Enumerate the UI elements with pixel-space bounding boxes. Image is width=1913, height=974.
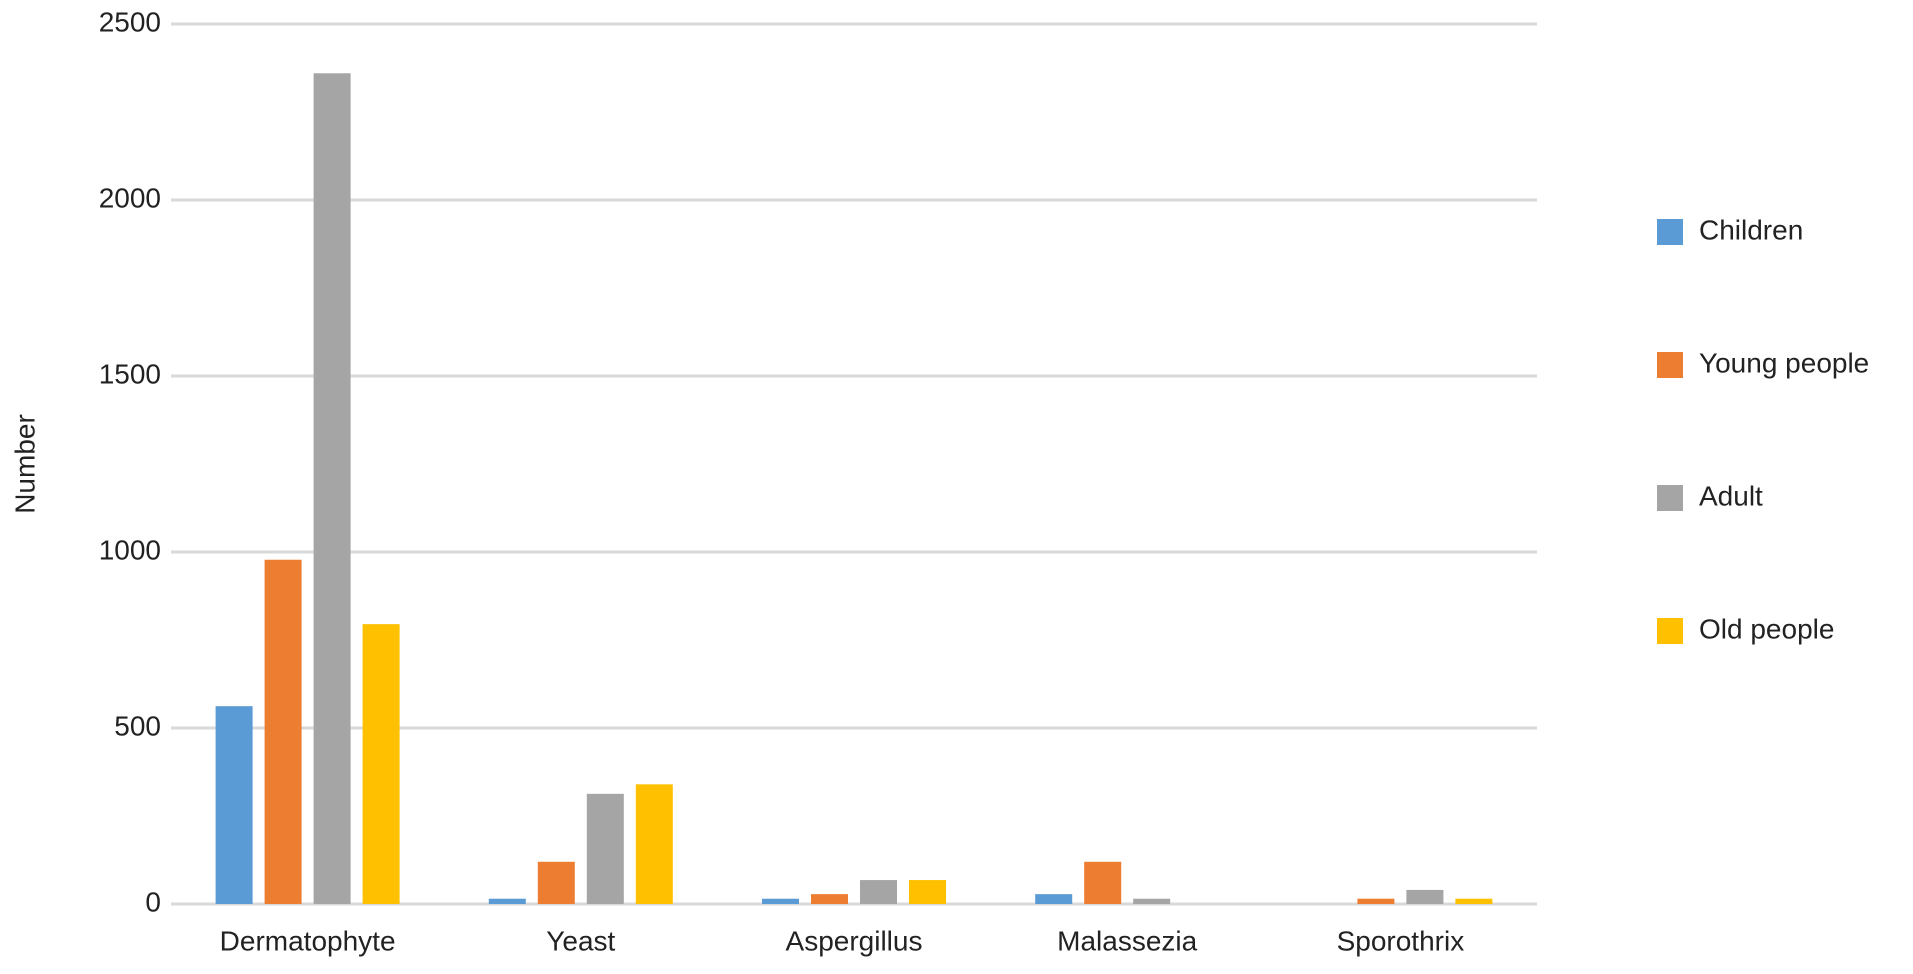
y-axis-label: Number <box>9 414 40 514</box>
legend-label: Adult <box>1699 480 1763 511</box>
x-tick-label: Yeast <box>546 925 615 956</box>
legend-label: Children <box>1699 214 1803 245</box>
bar <box>1035 894 1073 904</box>
y-tick-label: 1500 <box>99 358 161 389</box>
bar <box>264 559 302 904</box>
x-tick-label: Malassezia <box>1057 925 1197 956</box>
bar <box>586 793 624 904</box>
bar <box>635 784 673 904</box>
bar <box>488 898 526 904</box>
bar <box>1133 898 1171 904</box>
bar <box>313 73 351 904</box>
y-tick-label: 2500 <box>99 6 161 37</box>
legend-swatch <box>1657 219 1683 245</box>
bar <box>1455 898 1493 904</box>
bar <box>860 880 897 904</box>
y-tick-label: 2000 <box>99 182 161 213</box>
bar <box>362 624 400 904</box>
legend-swatch <box>1657 618 1683 644</box>
bar <box>811 894 848 904</box>
y-tick-label: 500 <box>114 710 161 741</box>
legend-swatch <box>1657 352 1683 378</box>
bar <box>762 898 799 904</box>
bar <box>537 861 575 904</box>
legend-label: Young people <box>1699 347 1869 378</box>
x-tick-label: Dermatophyte <box>220 925 396 956</box>
x-tick-label: Sporothrix <box>1337 925 1465 956</box>
y-tick-label: 1000 <box>99 534 161 565</box>
bar <box>1357 898 1395 904</box>
y-tick-label: 0 <box>145 886 161 917</box>
bar <box>1084 861 1122 904</box>
bar <box>1406 889 1444 904</box>
bar <box>215 706 253 904</box>
legend-label: Old people <box>1699 613 1834 644</box>
bar <box>909 880 946 904</box>
legend-swatch <box>1657 485 1683 511</box>
x-tick-label: Aspergillus <box>786 925 923 956</box>
